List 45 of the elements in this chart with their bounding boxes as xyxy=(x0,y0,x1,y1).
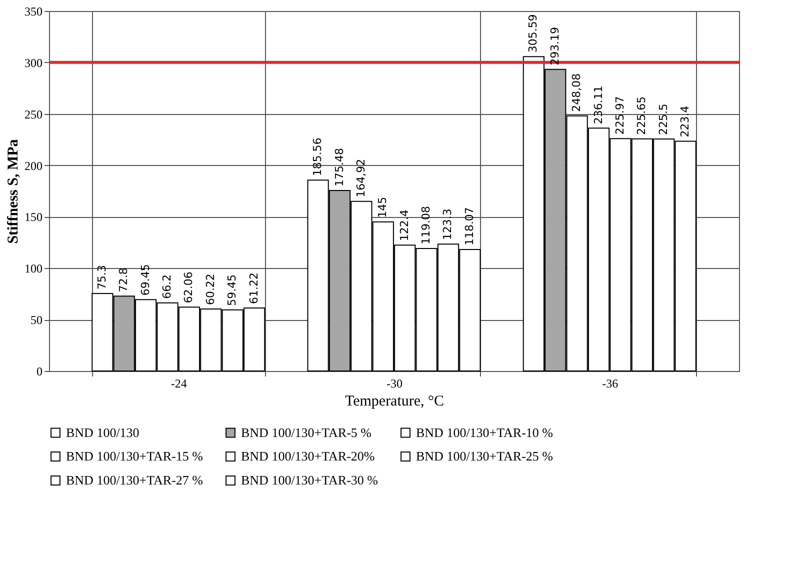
legend-label: BND 100/130+TAR-10 % xyxy=(416,424,554,440)
y-tick-label: 100 xyxy=(24,262,42,276)
data-label: 69.45 xyxy=(138,264,152,296)
data-label: 185.56 xyxy=(311,138,324,176)
x-tick-label: -30 xyxy=(386,376,402,390)
legend-label: BND 100/130+TAR-20% xyxy=(241,448,375,464)
y-axis-title: Stiffness S, MPa xyxy=(6,138,22,244)
data-label: 225.5 xyxy=(656,104,670,136)
y-tick-label: 50 xyxy=(30,313,42,328)
data-label: 66.2 xyxy=(160,274,174,299)
y-tick-label: 250 xyxy=(24,107,42,122)
y-tick-label: 200 xyxy=(24,158,42,173)
data-label: 225.97 xyxy=(613,96,626,135)
data-label: 60.22 xyxy=(204,274,217,306)
data-label: 175.48 xyxy=(332,148,346,187)
y-tick-label: 350 xyxy=(24,4,42,18)
data-label: 62.06 xyxy=(182,272,196,304)
data-label: 72.8 xyxy=(117,268,130,292)
data-label: 122.4 xyxy=(398,210,411,242)
data-label: 305.59 xyxy=(526,14,540,53)
data-label: 61.22 xyxy=(247,272,260,304)
x-axis-title: Temperature, °C xyxy=(344,394,444,410)
x-tick-label: -24 xyxy=(170,376,187,390)
x-tick-label: -36 xyxy=(602,376,618,390)
legend-label: BND 100/130+TAR-27 % xyxy=(66,472,204,488)
data-label: 236.11 xyxy=(592,86,605,124)
data-label: 119.08 xyxy=(420,206,433,245)
data-label: 164,92 xyxy=(354,158,368,198)
data-label: 75.3 xyxy=(95,265,108,290)
legend-label: BND 100/130+TAR-15 % xyxy=(66,448,204,464)
data-label: 145 xyxy=(376,196,390,218)
legend-label: BND 100/130+TAR-25 % xyxy=(416,448,554,464)
legend-label: BND 100/130+TAR-30 % xyxy=(241,472,378,488)
y-tick-label: 150 xyxy=(24,210,42,224)
data-label: 59.45 xyxy=(226,274,239,306)
data-label: 293.19 xyxy=(548,26,562,66)
data-label: 225.65 xyxy=(635,96,648,135)
legend-label: BND 100/130+TAR-5 % xyxy=(241,424,372,440)
data-label: 248,08 xyxy=(570,73,584,112)
y-tick-label: 300 xyxy=(24,56,42,70)
data-label: 118.07 xyxy=(462,207,476,246)
data-label: 123.3 xyxy=(441,208,454,240)
legend-label: BND 100/130 xyxy=(66,424,140,440)
y-tick-label: 0 xyxy=(36,364,42,378)
data-label: 223.4 xyxy=(678,106,692,138)
